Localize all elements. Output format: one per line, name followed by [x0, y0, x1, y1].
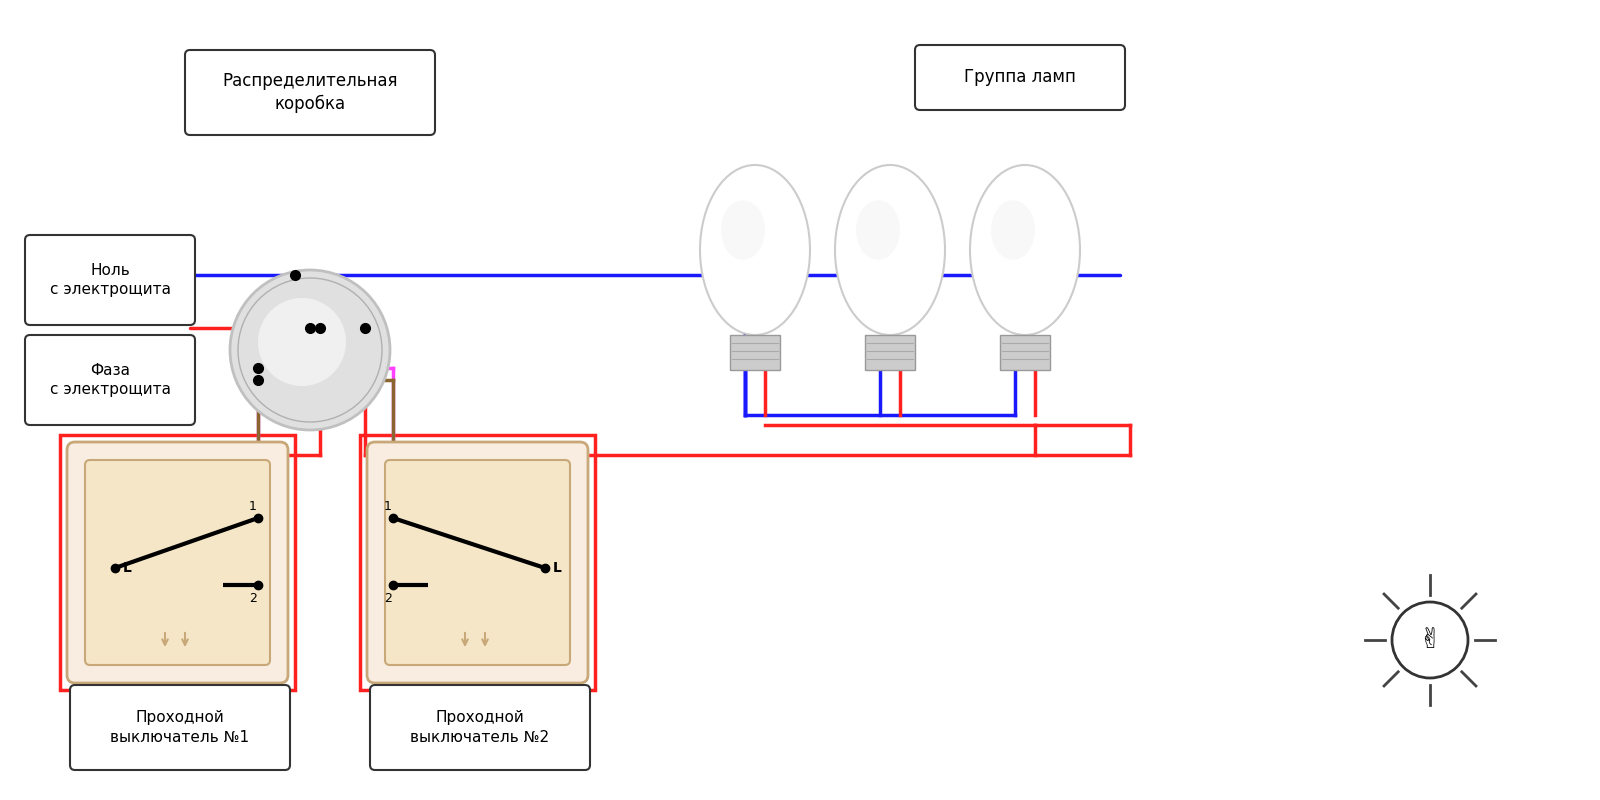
FancyBboxPatch shape — [730, 335, 781, 370]
Text: L: L — [554, 561, 562, 575]
Ellipse shape — [722, 200, 765, 260]
Circle shape — [1392, 602, 1469, 678]
FancyBboxPatch shape — [1000, 335, 1050, 370]
FancyBboxPatch shape — [386, 460, 570, 665]
Text: L: L — [123, 561, 131, 575]
Text: 2: 2 — [250, 593, 258, 606]
FancyBboxPatch shape — [186, 50, 435, 135]
Ellipse shape — [970, 165, 1080, 335]
Text: Группа ламп: Группа ламп — [965, 69, 1075, 86]
FancyBboxPatch shape — [866, 335, 915, 370]
Text: 2: 2 — [384, 593, 392, 606]
Text: Ноль
с электрощита: Ноль с электрощита — [50, 262, 171, 298]
FancyBboxPatch shape — [26, 235, 195, 325]
Ellipse shape — [990, 200, 1035, 260]
Ellipse shape — [835, 165, 946, 335]
Text: Проходной
выключатель №1: Проходной выключатель №1 — [110, 710, 250, 745]
Circle shape — [258, 298, 346, 386]
FancyBboxPatch shape — [370, 685, 590, 770]
Ellipse shape — [856, 200, 899, 260]
Text: 1: 1 — [384, 499, 392, 513]
FancyBboxPatch shape — [67, 442, 288, 683]
Text: Проходной
выключатель №2: Проходной выключатель №2 — [411, 710, 549, 745]
FancyBboxPatch shape — [915, 45, 1125, 110]
FancyBboxPatch shape — [85, 460, 270, 665]
Ellipse shape — [701, 165, 810, 335]
Text: Фаза
с электрощита: Фаза с электрощита — [50, 362, 171, 398]
Text: 1: 1 — [250, 499, 258, 513]
FancyBboxPatch shape — [26, 335, 195, 425]
Circle shape — [230, 270, 390, 430]
FancyBboxPatch shape — [70, 685, 290, 770]
Text: ✌: ✌ — [1418, 626, 1442, 654]
FancyBboxPatch shape — [366, 442, 589, 683]
Text: Распределительная
коробка: Распределительная коробка — [222, 71, 398, 114]
